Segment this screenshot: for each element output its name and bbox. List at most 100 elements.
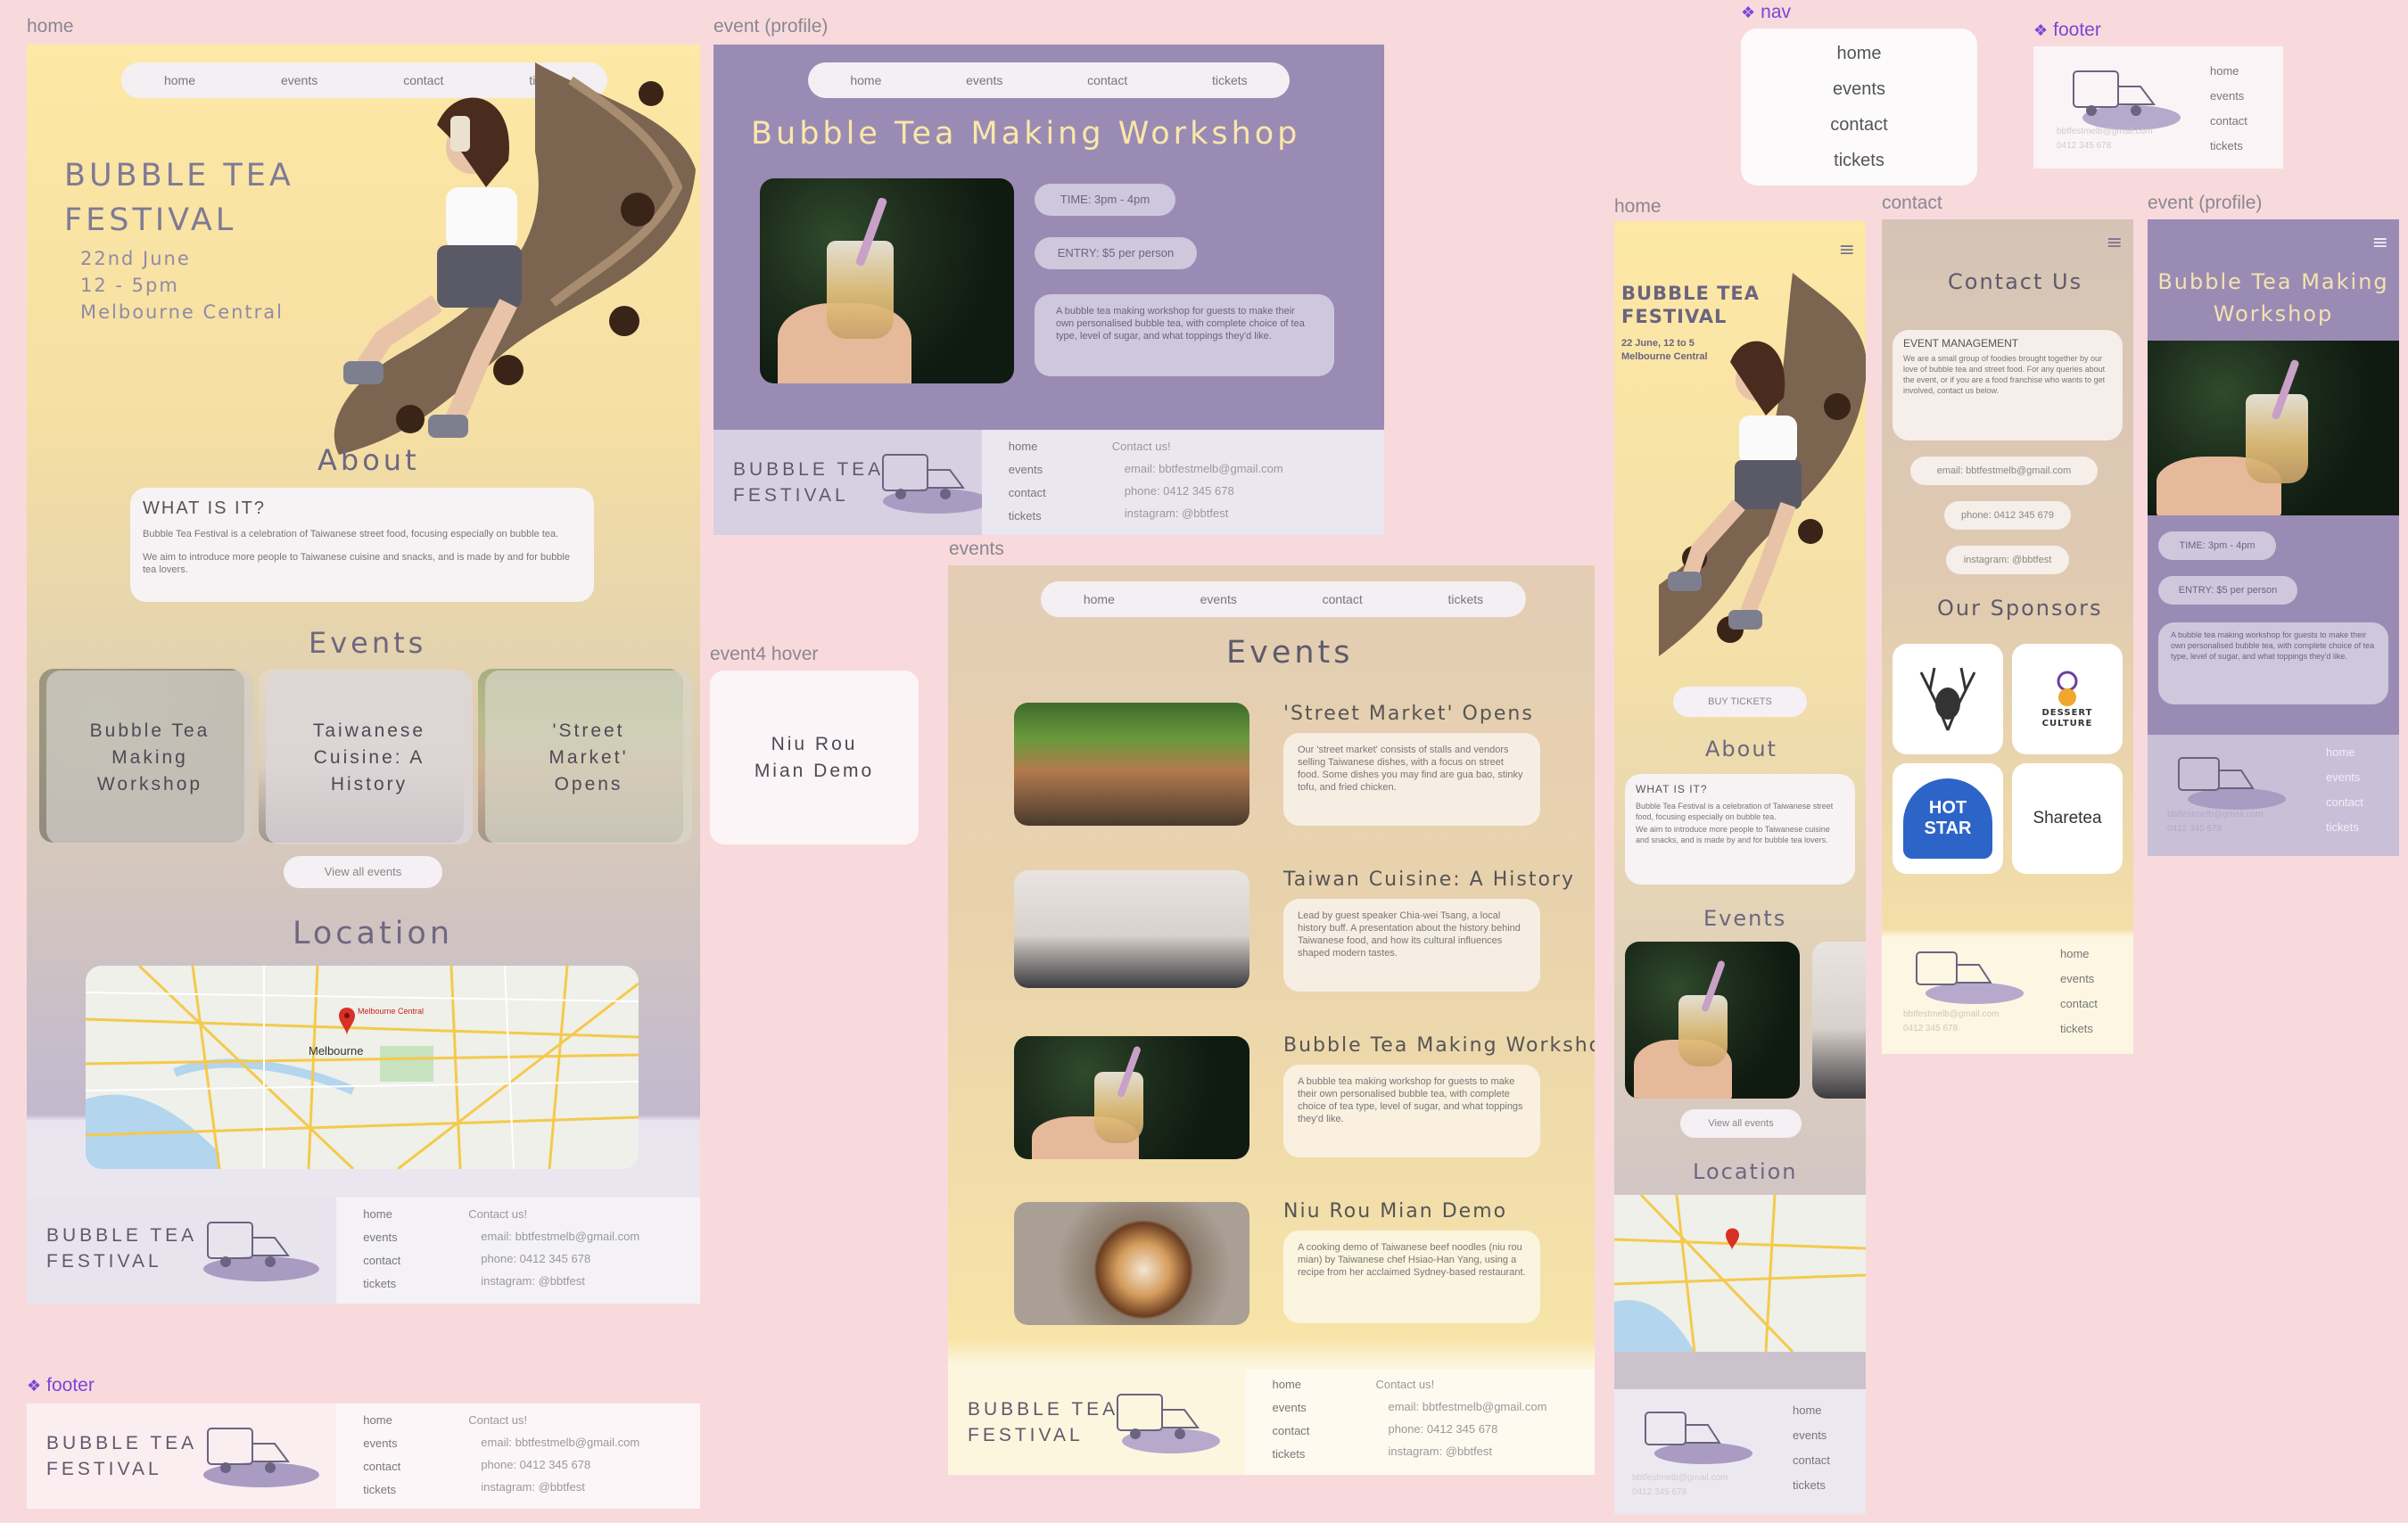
- contact-footer-tickets[interactable]: tickets: [2060, 1022, 2093, 1035]
- event1-hover-card[interactable]: Bubble Tea Making Workshop: [46, 671, 253, 844]
- footer-link-events[interactable]: events: [1272, 1401, 1307, 1414]
- about-what-heading: WHAT IS IT?: [143, 498, 266, 518]
- mobile-event-thumb-1[interactable]: [1625, 942, 1800, 1099]
- sponsor-logo-hotstar[interactable]: HOT STAR: [1893, 763, 2003, 874]
- event-photo-niuroumian[interactable]: [1014, 1202, 1249, 1325]
- hamburger-icon[interactable]: ≡: [2106, 232, 2123, 254]
- footer-email[interactable]: email: bbtfestmelb@gmail.com: [1124, 462, 1283, 475]
- hamburger-icon[interactable]: ≡: [2371, 232, 2388, 254]
- footer-link-home[interactable]: home: [1272, 1378, 1302, 1391]
- sponsor-logo-deer[interactable]: [1893, 644, 2003, 754]
- nav-comp-contact[interactable]: contact: [1830, 115, 1888, 135]
- event-photo-market[interactable]: [1014, 703, 1249, 826]
- nav-home[interactable]: home: [850, 73, 882, 87]
- sponsors-heading: Our Sponsors: [1937, 596, 2103, 621]
- mobile-location-map[interactable]: [1614, 1195, 1866, 1352]
- footer-link-events[interactable]: events: [363, 1231, 398, 1244]
- events-nav: home events contact tickets: [1041, 581, 1526, 617]
- mobile-profile-footer-contact[interactable]: contact: [2326, 795, 2363, 809]
- nav-events[interactable]: events: [966, 73, 1003, 87]
- mobile-footer-events[interactable]: events: [1793, 1428, 1827, 1442]
- footer-mini-events[interactable]: events: [2210, 89, 2245, 103]
- map-city-label: Melbourne: [309, 1044, 363, 1058]
- location-map[interactable]: Melbourne Melbourne Central: [86, 966, 639, 1169]
- events-frame: home events contact tickets Events 'Street …: [948, 565, 1595, 1475]
- mobile-profile-footer-events[interactable]: events: [2326, 770, 2361, 784]
- footer-instagram[interactable]: instagram: @bbtfest: [1388, 1445, 1493, 1458]
- nav-home[interactable]: home: [1083, 592, 1115, 606]
- footer-logo-text: BUBBLE TEA FESTIVAL: [733, 459, 885, 506]
- contact-footer-home[interactable]: home: [2060, 947, 2090, 960]
- footer-email[interactable]: email: bbtfestmelb@gmail.com: [481, 1230, 640, 1243]
- event2-hover-card[interactable]: Taiwanese Cuisine: A History: [266, 671, 473, 844]
- footer-mini-tickets[interactable]: tickets: [2210, 139, 2243, 152]
- footer-mini-contact[interactable]: contact: [2210, 114, 2247, 128]
- truck-icon: [882, 454, 990, 514]
- contact-footer-links: home events contact tickets: [2060, 942, 2098, 1041]
- footer-link-tickets[interactable]: tickets: [363, 1483, 397, 1496]
- mobile-profile-title: Bubble Tea Making Workshop: [2157, 269, 2389, 326]
- footer-link-home[interactable]: home: [1008, 440, 1038, 453]
- event-title-market[interactable]: 'Street Market' Opens: [1283, 703, 1534, 725]
- hero-details: 22nd June 12 - 5pm Melbourne Central: [80, 248, 284, 323]
- hamburger-icon[interactable]: ≡: [1838, 239, 1855, 261]
- contact-footer-contact[interactable]: contact: [2060, 997, 2098, 1010]
- buy-tickets-button[interactable]: BUY TICKETS: [1673, 687, 1807, 717]
- frame-label-mobile-home: home: [1614, 196, 1662, 217]
- nav-tickets[interactable]: tickets: [1447, 592, 1484, 606]
- event3-hover-card[interactable]: 'Street Market' Opens: [485, 671, 692, 844]
- footer-instagram[interactable]: instagram: @bbtfest: [481, 1480, 585, 1494]
- footer-email[interactable]: email: bbtfestmelb@gmail.com: [1388, 1400, 1547, 1413]
- contact-email-pill[interactable]: email: bbtfestmelb@gmail.com: [1910, 457, 2098, 485]
- event-title-workshop[interactable]: Bubble Tea Making Workshop: [1283, 1034, 1595, 1057]
- nav-tickets[interactable]: tickets: [1211, 73, 1248, 87]
- mobile-view-all-button[interactable]: View all events: [1680, 1109, 1802, 1138]
- event4-hover-card[interactable]: Niu Rou Mian Demo: [710, 671, 919, 844]
- footer-email[interactable]: email: bbtfestmelb@gmail.com: [481, 1436, 640, 1449]
- footer-instagram[interactable]: instagram: @bbtfest: [1124, 506, 1229, 520]
- contact-footer-events[interactable]: events: [2060, 972, 2095, 985]
- nav-contact[interactable]: contact: [403, 73, 444, 87]
- event-photo-history[interactable]: [1014, 870, 1249, 988]
- footer-link-home[interactable]: home: [363, 1413, 392, 1427]
- mobile-about-card: WHAT IS IT? Bubble Tea Festival is a cel…: [1625, 774, 1855, 885]
- footer-link-contact[interactable]: contact: [363, 1460, 401, 1473]
- footer-instagram[interactable]: instagram: @bbtfest: [481, 1274, 585, 1288]
- view-all-events-button[interactable]: View all events: [284, 856, 442, 888]
- event-title-history[interactable]: Taiwan Cuisine: A History: [1283, 869, 1575, 891]
- footer-link-contact[interactable]: contact: [363, 1254, 401, 1267]
- nav-comp-events[interactable]: events: [1833, 79, 1885, 99]
- footer-link-events[interactable]: events: [1008, 463, 1043, 476]
- mobile-profile-footer-home[interactable]: home: [2326, 745, 2355, 759]
- footer-link-tickets[interactable]: tickets: [1008, 509, 1042, 523]
- nav-home[interactable]: home: [163, 73, 196, 87]
- sponsor-logo-sharetea[interactable]: Sharetea: [2012, 763, 2123, 874]
- footer-link-events[interactable]: events: [363, 1437, 398, 1450]
- footer-link-contact[interactable]: contact: [1008, 486, 1046, 499]
- nav-comp-home[interactable]: home: [1836, 44, 1882, 63]
- footer-link-tickets[interactable]: tickets: [363, 1277, 397, 1290]
- nav-comp-tickets[interactable]: tickets: [1834, 151, 1884, 170]
- event-title-niuroumian[interactable]: Niu Rou Mian Demo: [1283, 1200, 1508, 1223]
- mobile-footer-home[interactable]: home: [1793, 1404, 1822, 1417]
- mobile-footer-contact[interactable]: contact: [1793, 1453, 1830, 1467]
- nav-events[interactable]: events: [1200, 592, 1237, 606]
- nav-contact[interactable]: contact: [1322, 592, 1363, 606]
- nav-contact[interactable]: contact: [1087, 73, 1128, 87]
- contact-instagram-pill[interactable]: instagram: @bbtfest: [1946, 546, 2069, 574]
- footer-link-contact[interactable]: contact: [1272, 1424, 1310, 1437]
- footer-link-home[interactable]: home: [363, 1207, 392, 1221]
- event-photo-workshop[interactable]: [1014, 1036, 1249, 1159]
- sponsor-logo-dessert-culture[interactable]: DESSERT CULTURE: [2012, 644, 2123, 754]
- footer-phone: phone: 0412 345 678: [481, 1252, 591, 1265]
- footer-link-tickets[interactable]: tickets: [1272, 1447, 1306, 1461]
- events-footer: BUBBLE TEA FESTIVAL home events contact tick…: [948, 1370, 1595, 1475]
- contact-phone-pill[interactable]: phone: 0412 345 679: [1944, 501, 2071, 530]
- mobile-footer-tickets[interactable]: tickets: [1793, 1478, 1826, 1492]
- mobile-profile-footer-tickets[interactable]: tickets: [2326, 820, 2359, 834]
- mobile-event-thumb-2[interactable]: [1812, 942, 1866, 1099]
- footer-mini-home[interactable]: home: [2210, 64, 2239, 78]
- footer-mini-contact: bbtfestmelb@gmail.com 0412 345 678: [2057, 127, 2153, 151]
- mobile-about-heading: About: [1705, 737, 1777, 762]
- nav-events[interactable]: events: [280, 73, 318, 87]
